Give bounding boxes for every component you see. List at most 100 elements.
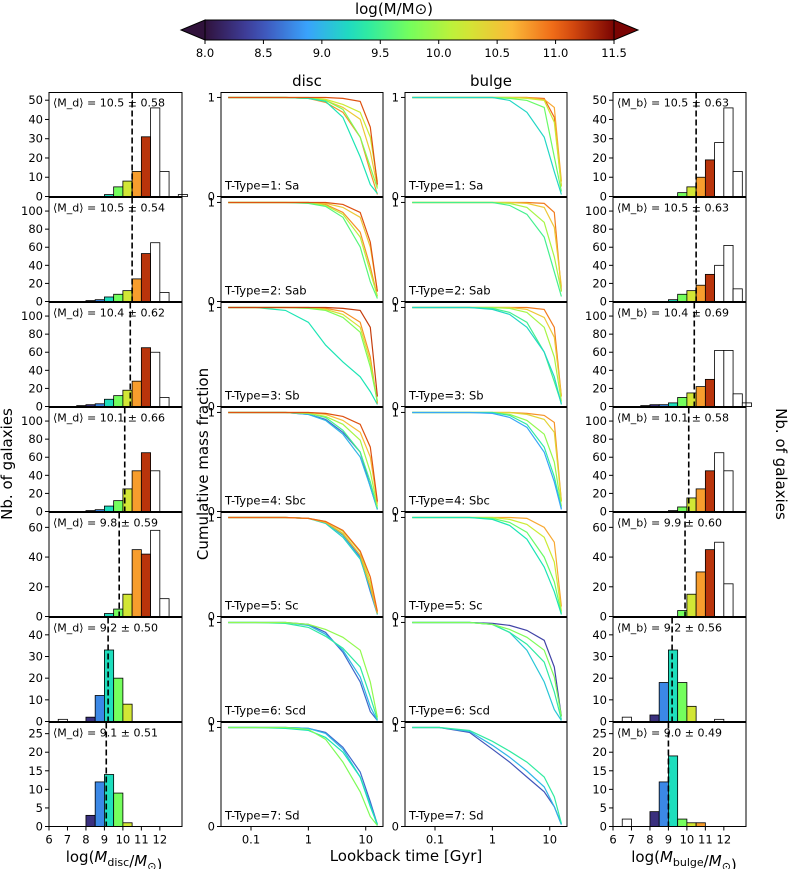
y-tick-label: 0 (36, 505, 43, 519)
disc-cumulative-frame (220, 302, 384, 407)
disc-histogram-panel: 0 20 40 60 80 100 ⟨M_d⟩ = 10.1 ± 0.66 (21, 407, 183, 519)
bulge-cumulative-curve (412, 96, 562, 182)
disc-histogram-bar (150, 529, 161, 617)
bulge-histogram-bar (695, 284, 706, 302)
disc-histogram-frame (48, 407, 183, 512)
disc-histogram-bar (104, 505, 115, 512)
disc-histogram-bar (131, 171, 142, 197)
disc-histogram-bar (122, 180, 133, 197)
disc-histogram-panel: 0 10 20 30 40 50 ⟨M_d⟩ = 10.5 ± 0.58 (28, 92, 188, 204)
bulge-histogram-panel: 0 10 20 30 40 ⟨M_b⟩ = 9.2 ± 0.56 (592, 617, 747, 729)
disc-histogram-bar (113, 608, 124, 617)
x-tick-label: 7 (628, 833, 635, 847)
y-tick-label: 0 (208, 295, 215, 309)
bulge-histogram-bar (649, 714, 660, 722)
disc-histogram-bar (150, 107, 161, 197)
bulge-histogram-bar (714, 350, 725, 407)
ttype-label: T-Type=5: Sc (224, 599, 299, 613)
disc-cumulative-frame (220, 197, 384, 302)
bulge-histogram-bar (677, 682, 688, 722)
disc-histogram-frame (48, 722, 183, 827)
disc-histogram-bar (113, 186, 124, 197)
disc-histogram-bar (85, 716, 96, 722)
colorbar-tick-label: 9.0 (313, 46, 331, 60)
y-tick-label: 60 (592, 240, 607, 254)
disc-mean-annotation: ⟨M_d⟩ = 10.1 ± 0.66 (53, 412, 165, 425)
middle-y-axis-label: Cumulative mass fraction (194, 368, 212, 560)
y-tick-label: 40 (28, 550, 43, 564)
bulge-cumulative-panel: 0 1 T-Type=6: Scd (392, 615, 568, 729)
disc-histogram-bar (122, 703, 133, 722)
disc-histogram-bar (122, 290, 133, 302)
disc-cumulative-frame (220, 407, 384, 512)
disc-histogram-frame (48, 197, 183, 302)
x-tick-label: 9 (101, 833, 108, 847)
bulge-histogram-bar (695, 176, 706, 197)
y-tick-label: 20 (592, 151, 607, 165)
axis-label-part: disc (107, 856, 129, 869)
bulge-cumulative-curve (412, 201, 562, 292)
bulge-histogram-bar (686, 593, 697, 617)
disc-histogram-bar (113, 500, 124, 512)
colorbar-tick-label: 10.5 (484, 46, 510, 60)
bulge-cumulative-frame (404, 512, 568, 617)
axis-label-part: ⊙ (722, 860, 731, 869)
bulge-histogram-panel: 0 10 20 30 40 50 ⟨M_b⟩ = 10.5 ± 0.63 (592, 92, 747, 204)
bulge-histogram-bar (732, 288, 743, 302)
bulge-histogram-bar (714, 452, 725, 512)
bulge-histogram-bar (668, 402, 679, 407)
x-tick-label: 10 (542, 833, 557, 847)
y-tick-label: 1 (392, 510, 399, 524)
disc-histogram-bar (140, 347, 151, 407)
bulge-histogram-bar (732, 393, 743, 407)
bulge-histogram-bar (686, 290, 697, 302)
bulge-histogram-frame (612, 617, 747, 722)
y-tick-label: 60 (592, 450, 607, 464)
bulge-cumulative-curve (412, 96, 562, 192)
bulge-histogram-bar (695, 386, 706, 407)
bulge-histogram-bar (686, 822, 697, 827)
y-tick-label: 20 (28, 151, 43, 165)
disc-histogram-bar (113, 677, 124, 722)
colorbar-tick-label: 11.5 (601, 46, 627, 60)
bulge-histogram-bar (658, 781, 669, 827)
ttype-label: T-Type=1: Sa (224, 179, 299, 193)
bulge-cumulative-curve (412, 516, 562, 615)
ttype-label: T-Type=5: Sc (408, 599, 483, 613)
bulge-histogram-bar (677, 397, 688, 407)
bulge-cumulative-panel: 0 1 T-Type=3: Sb (392, 300, 568, 414)
y-tick-label: 0 (392, 610, 399, 624)
y-tick-label: 0 (36, 610, 43, 624)
y-tick-label: 5 (600, 801, 607, 815)
y-tick-label: 20 (28, 745, 43, 759)
ttype-label: T-Type=7: Sd (224, 809, 300, 823)
y-tick-label: 100 (585, 309, 607, 323)
y-tick-label: 40 (28, 628, 43, 642)
bulge-cumulative-curve (412, 201, 562, 292)
bulge-cumulative-curve (412, 411, 562, 502)
bulge-mass-axis-label: log(Mbulge/M⊙) (631, 848, 737, 869)
y-tick-label: 60 (28, 240, 43, 254)
x-tick-label: 6 (609, 833, 616, 847)
bulge-histogram-bar (714, 264, 725, 302)
y-tick-label: 1 (208, 300, 215, 314)
x-tick-label: 10 (116, 833, 131, 847)
y-tick-label: 20 (592, 671, 607, 685)
bulge-histogram-bar (695, 822, 706, 827)
disc-mean-annotation: ⟨M_d⟩ = 9.8 ± 0.59 (53, 517, 158, 530)
y-tick-label: 20 (28, 381, 43, 395)
disc-histogram-bar (140, 253, 151, 302)
y-tick-label: 0 (36, 715, 43, 729)
bulge-cumulative-curve (412, 726, 562, 824)
disc-histogram-bar (104, 398, 115, 407)
y-tick-label: 100 (21, 414, 43, 428)
bulge-histogram-bar (732, 171, 743, 197)
y-tick-label: 60 (592, 520, 607, 534)
y-tick-label: 0 (36, 400, 43, 414)
disc-histogram-bar (131, 278, 142, 302)
bulge-histogram-bar (677, 192, 688, 197)
disc-cumulative-curve (228, 201, 378, 292)
y-tick-label: 10 (592, 782, 607, 796)
bulge-cumulative-frame (404, 302, 568, 407)
